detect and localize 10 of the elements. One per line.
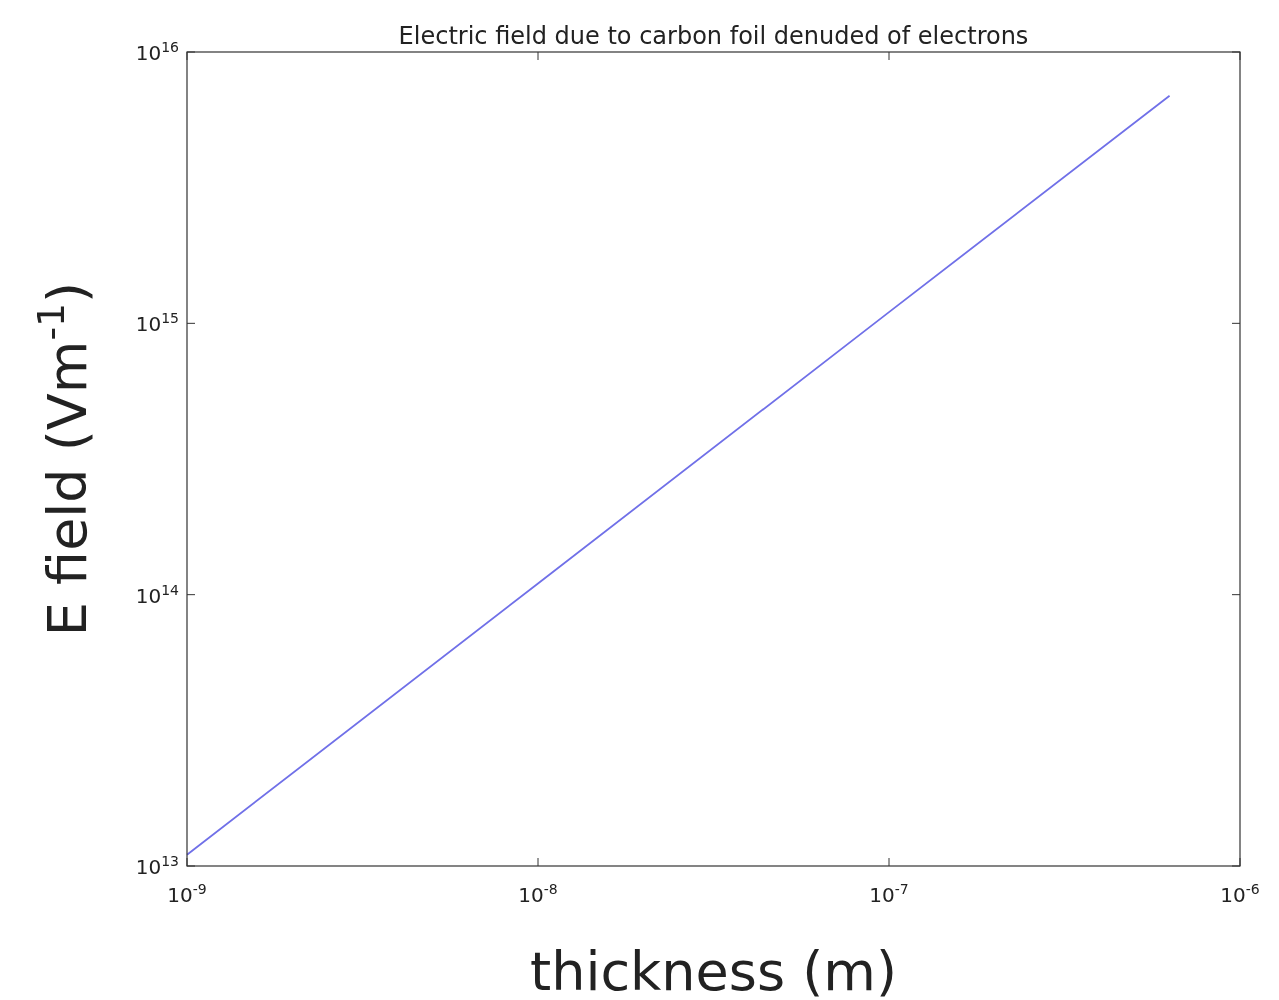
x-tick-label: 10$^{-9}$	[167, 881, 207, 907]
x-tick-label: 10$^{-8}$	[518, 881, 558, 907]
y-tick-label: 10$^{15}$	[135, 310, 179, 337]
y-tick-label: 10$^{13}$	[135, 853, 179, 879]
y-tick-label: 10$^{16}$	[135, 39, 180, 65]
x-tick-label: 10$^{-6}$	[1220, 881, 1260, 907]
y-tick-label: 10$^{14}$	[135, 581, 180, 608]
chart-title: Electric field due to carbon foil denuded of electrons	[398, 22, 1029, 50]
x-axis-title: thickness (m)	[530, 940, 897, 1000]
x-tick-label: 10$^{-7}$	[869, 881, 909, 907]
